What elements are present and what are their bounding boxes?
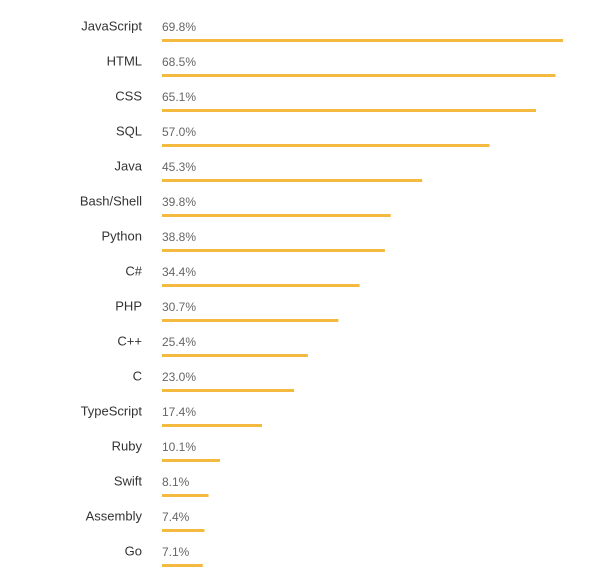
bar (162, 389, 295, 392)
category-label: Python (102, 228, 142, 243)
bar (162, 459, 220, 462)
bar (162, 179, 423, 182)
bar (162, 424, 262, 427)
category-label: Go (125, 543, 142, 558)
bar (162, 319, 339, 322)
bar (162, 144, 490, 147)
category-label: SQL (116, 123, 142, 138)
category-label: JavaScript (81, 18, 142, 33)
bar (162, 249, 385, 252)
bar (162, 39, 563, 42)
category-label: TypeScript (81, 403, 143, 418)
bar (162, 354, 308, 357)
value-label: 30.7% (162, 300, 196, 314)
bar (162, 564, 203, 567)
bar (162, 284, 360, 287)
category-label: C (133, 368, 142, 383)
value-label: 39.8% (162, 195, 196, 209)
category-label: Swift (114, 473, 143, 488)
value-label: 25.4% (162, 335, 196, 349)
category-label: PHP (115, 298, 142, 313)
bar (162, 529, 205, 532)
value-label: 7.4% (162, 510, 190, 524)
value-label: 10.1% (162, 440, 196, 454)
bar (162, 109, 536, 112)
category-label: C++ (117, 333, 142, 348)
category-label: CSS (115, 88, 142, 103)
category-label: Bash/Shell (80, 193, 142, 208)
bar (162, 74, 556, 77)
value-label: 57.0% (162, 125, 196, 139)
value-label: 45.3% (162, 160, 196, 174)
category-label: HTML (107, 53, 142, 68)
category-label: Ruby (112, 438, 143, 453)
value-label: 65.1% (162, 90, 196, 104)
value-label: 7.1% (162, 545, 190, 559)
value-label: 8.1% (162, 475, 190, 489)
value-label: 38.8% (162, 230, 196, 244)
value-label: 69.8% (162, 20, 196, 34)
category-label: Java (115, 158, 143, 173)
value-label: 17.4% (162, 405, 196, 419)
value-label: 23.0% (162, 370, 196, 384)
bar (162, 494, 209, 497)
category-label: C# (125, 263, 142, 278)
value-label: 34.4% (162, 265, 196, 279)
bar (162, 214, 391, 217)
category-label: Assembly (86, 508, 143, 523)
value-label: 68.5% (162, 55, 196, 69)
